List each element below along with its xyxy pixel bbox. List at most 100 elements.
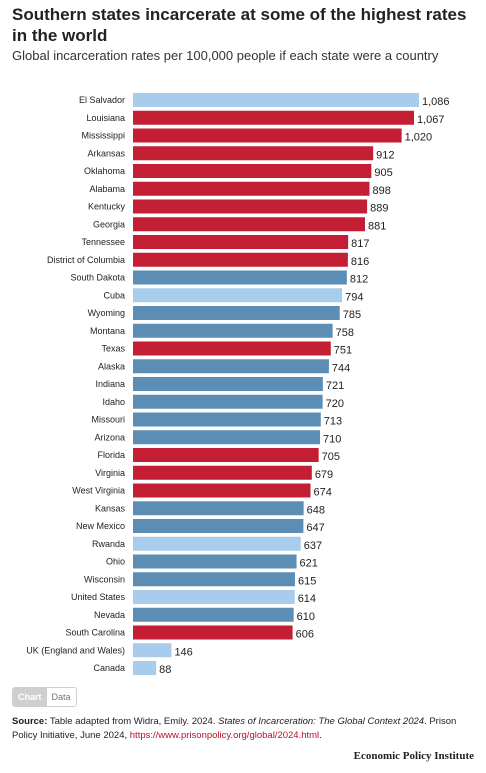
value-label-new-mexico: 647 <box>306 522 324 534</box>
value-label-tennessee: 817 <box>351 238 369 250</box>
category-label-uk-england-and-wales: UK (England and Wales) <box>26 645 125 655</box>
value-label-arizona: 710 <box>323 433 341 445</box>
category-label-mississippi: Mississippi <box>81 131 125 141</box>
bar-rwanda[interactable] <box>133 536 301 551</box>
data-tab[interactable]: Data <box>46 688 76 706</box>
category-label-tennessee: Tennessee <box>81 237 125 247</box>
bar-tennessee[interactable] <box>133 235 349 249</box>
bar-uk-england-and-wales[interactable] <box>133 643 172 658</box>
value-label-ohio: 621 <box>300 558 318 570</box>
bar-texas[interactable] <box>133 341 331 356</box>
value-label-mississippi: 1,020 <box>405 132 433 144</box>
value-label-louisiana: 1,067 <box>417 114 445 126</box>
bar-missouri[interactable] <box>133 412 321 427</box>
bar-canada[interactable] <box>133 661 157 675</box>
bar-indiana[interactable] <box>133 377 323 391</box>
category-label-wisconsin: Wisconsin <box>84 574 125 584</box>
category-label-georgia: Georgia <box>93 219 125 229</box>
value-label-indiana: 721 <box>326 380 344 392</box>
category-label-el-salvador: El Salvador <box>79 95 125 105</box>
category-label-rwanda: Rwanda <box>92 539 125 549</box>
value-label-wyoming: 785 <box>343 309 361 321</box>
bar-kansas[interactable] <box>133 501 304 516</box>
source-text-suffix: . <box>319 730 322 741</box>
bar-oklahoma[interactable] <box>133 164 372 178</box>
category-label-louisiana: Louisiana <box>86 113 125 123</box>
category-label-alabama: Alabama <box>89 184 125 194</box>
source-text-prefix: Table adapted from Widra, Emily. 2024. <box>47 716 219 727</box>
bar-wisconsin[interactable] <box>133 572 295 587</box>
value-label-west-virginia: 674 <box>313 487 331 499</box>
view-toggle: Chart Data <box>12 687 77 707</box>
category-label-arkansas: Arkansas <box>87 148 125 158</box>
bar-arizona[interactable] <box>133 430 320 445</box>
value-label-alaska: 744 <box>332 362 350 374</box>
category-label-alaska: Alaska <box>98 361 125 371</box>
source-work-title: States of Incarceration: The Global Cont… <box>218 716 425 727</box>
category-label-south-dakota: South Dakota <box>70 273 125 283</box>
bar-idaho[interactable] <box>133 394 323 409</box>
bar-nevada[interactable] <box>133 607 294 622</box>
bar-united-states[interactable] <box>133 590 295 604</box>
category-label-virginia: Virginia <box>95 468 125 478</box>
category-label-new-mexico: New Mexico <box>76 521 125 531</box>
bar-cuba[interactable] <box>133 288 343 303</box>
bar-mississippi[interactable] <box>133 128 402 143</box>
source-text-middle: . Prison Policy Initiative, June 2024, <box>12 716 457 741</box>
value-label-florida: 705 <box>322 451 340 463</box>
bar-south-dakota[interactable] <box>133 270 347 285</box>
value-label-kansas: 648 <box>307 504 325 516</box>
value-label-rwanda: 637 <box>304 540 322 552</box>
category-label-indiana: Indiana <box>95 379 125 389</box>
value-label-canada: 88 <box>159 664 171 676</box>
bar-kentucky[interactable] <box>133 199 368 214</box>
value-label-united-states: 614 <box>298 593 316 605</box>
value-label-georgia: 881 <box>368 220 386 232</box>
category-label-kansas: Kansas <box>95 503 126 513</box>
bar-west-virginia[interactable] <box>133 483 311 498</box>
value-label-montana: 758 <box>336 327 354 339</box>
bar-wyoming[interactable] <box>133 306 340 320</box>
category-label-nevada: Nevada <box>94 610 125 620</box>
bar-georgia[interactable] <box>133 217 366 232</box>
bar-montana[interactable] <box>133 323 333 338</box>
value-label-missouri: 713 <box>324 416 342 428</box>
chart-tab[interactable]: Chart <box>13 688 47 706</box>
bar-florida[interactable] <box>133 448 319 462</box>
bar-alaska[interactable] <box>133 359 329 374</box>
bar-alabama[interactable] <box>133 181 370 196</box>
value-label-oklahoma: 905 <box>374 167 392 179</box>
category-label-idaho: Idaho <box>102 397 125 407</box>
value-label-idaho: 720 <box>326 398 344 410</box>
bar-ohio[interactable] <box>133 554 297 569</box>
category-label-oklahoma: Oklahoma <box>84 166 125 176</box>
category-label-wyoming: Wyoming <box>88 308 125 318</box>
category-label-canada: Canada <box>93 663 125 673</box>
category-label-kentucky: Kentucky <box>88 202 126 212</box>
bar-chart: El Salvador 1,086 Louisiana 1,067 Mississipp… <box>26 93 450 676</box>
bar-louisiana[interactable] <box>133 110 414 125</box>
value-label-south-dakota: 812 <box>350 274 368 286</box>
value-label-el-salvador: 1,086 <box>422 96 450 108</box>
category-label-texas: Texas <box>101 344 125 354</box>
value-label-texas: 751 <box>334 345 352 357</box>
bar-el-salvador[interactable] <box>133 93 419 107</box>
category-label-ohio: Ohio <box>106 557 125 567</box>
category-label-arizona: Arizona <box>94 432 125 442</box>
category-label-florida: Florida <box>97 450 125 460</box>
bar-south-carolina[interactable] <box>133 625 293 640</box>
bar-arkansas[interactable] <box>133 146 374 161</box>
value-label-kentucky: 889 <box>370 203 388 215</box>
bar-virginia[interactable] <box>133 465 312 480</box>
value-label-district-of-columbia: 816 <box>351 256 369 268</box>
category-label-district-of-columbia: District of Columbia <box>47 255 125 265</box>
source-link[interactable]: https://www.prisonpolicy.org/global/2024… <box>129 730 320 741</box>
bar-district-of-columbia[interactable] <box>133 252 348 267</box>
bar-new-mexico[interactable] <box>133 519 304 533</box>
value-label-cuba: 794 <box>345 291 363 303</box>
category-label-missouri: Missouri <box>91 415 125 425</box>
value-label-alabama: 898 <box>372 185 390 197</box>
category-label-montana: Montana <box>90 326 125 336</box>
value-label-uk-england-and-wales: 146 <box>174 646 192 658</box>
source-label: Source: <box>12 716 48 727</box>
